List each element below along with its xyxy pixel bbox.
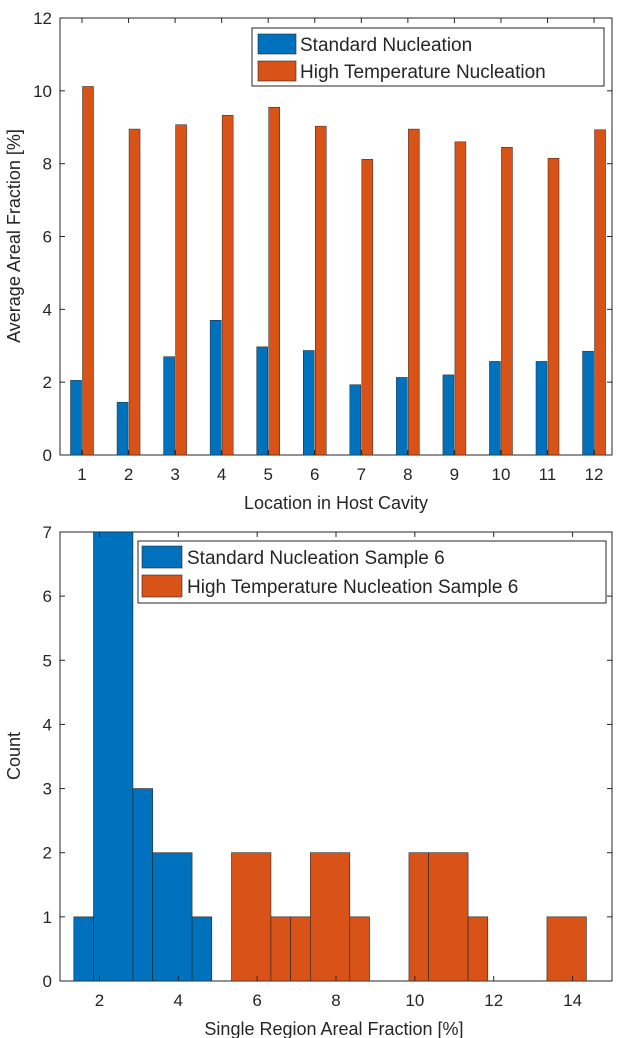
x-tick-label: 12 [484,991,503,1010]
hist-bar-high-temp-5 [408,852,429,982]
hist-bar-standard-3 [152,852,193,982]
bar-group [70,86,606,456]
bar-high-temp-2 [128,128,141,456]
bar-standard-7 [349,384,362,456]
y-tick-label: 5 [43,651,52,670]
bar-high-temp-10 [501,147,513,456]
bar-high-temp-7 [361,159,374,456]
bar-standard-1 [70,380,82,456]
hist-bar-high-temp-7 [467,916,489,982]
x-tick-label: 12 [585,465,604,484]
y-tick-label: 2 [43,844,52,863]
legend-swatch-standard [257,33,297,55]
x-tick-label: 2 [95,991,104,1010]
y-tick-label: 12 [33,9,52,28]
y-tick-label: 2 [43,373,52,392]
x-tick-label: 5 [263,465,272,484]
hist-bar-high-temp-4 [349,916,370,982]
y-tick-label: 0 [43,446,52,465]
legend-swatch-standard [141,545,183,569]
x-tick-label: 2 [124,465,133,484]
legend-swatch-high-temp [257,60,297,82]
hist-bar-standard-0 [73,916,94,982]
x-tick-label: 3 [170,465,179,484]
bar-high-temp-3 [175,124,187,456]
plot-area-frame [59,17,613,456]
bar-high-temp-1 [82,86,94,456]
bar-standard-10 [489,361,501,456]
x-tick-label: 6 [310,465,319,484]
bar-standard-12 [582,350,594,456]
x-tick-label: 8 [403,465,412,484]
legend: Standard Nucleation High Temperature Nuc… [251,27,605,87]
bar-standard-2 [116,401,129,456]
y-tick-label: 0 [43,972,52,991]
bar-high-temp-11 [547,157,560,456]
x-tick-label: 8 [331,991,340,1010]
legend-swatch-high-temp [141,574,183,598]
y-tick-label: 4 [43,715,52,734]
bar-standard-4 [209,320,222,456]
legend: Standard Nucleation Sample 6 High Temper… [137,540,607,604]
x-tick-label: 10 [491,465,510,484]
y-tick-label: 7 [43,523,52,542]
bar-high-temp-8 [408,128,420,456]
y-tick-label: 4 [43,300,52,319]
y-tick-label: 10 [33,82,52,101]
hist-bar-standard-4 [191,916,213,982]
hist-bar-high-temp-2 [290,916,311,982]
x-tick-label: 14 [563,991,582,1010]
x-tick-label: 7 [357,465,366,484]
y-tick-label: 3 [43,780,52,799]
bar-high-temp-9 [454,141,467,456]
legend-box [251,27,605,87]
bar-standard-5 [256,346,268,456]
hist-bar-high-temp-0 [231,852,272,982]
x-tick-label: 1 [77,465,86,484]
x-tick-label: 11 [539,465,557,484]
hist-bar-high-temp-1 [270,916,291,982]
y-tick-label: 8 [43,155,52,174]
x-tick-label: 4 [174,991,183,1010]
bar-high-temp-6 [315,125,327,456]
y-tick-label: 1 [43,908,52,927]
x-tick-label: 10 [405,991,424,1010]
y-axis-title: Count [4,732,24,780]
histogram-bars [73,531,587,982]
hist-bar-standard-1 [93,531,134,982]
hist-bar-high-temp-8 [546,916,587,982]
legend-label-high-temp: High Temperature Nucleation Sample 6 [187,577,518,598]
x-tick-label: 9 [450,465,459,484]
x-tick-label: 6 [252,991,261,1010]
bar-standard-6 [303,350,315,456]
bar-high-temp-12 [594,129,606,456]
y-axis-title: Average Areal Fraction [%] [4,129,24,343]
hist-bar-high-temp-3 [310,852,351,982]
legend-label-high-temp: High Temperature Nucleation [300,62,546,83]
x-tick-label: 4 [217,465,226,484]
bar-standard-9 [442,374,455,456]
x-axis-title: Single Region Areal Fraction [%] [204,1019,463,1038]
bar-high-temp-5 [268,106,280,456]
legend-label-standard: Standard Nucleation [300,35,472,56]
bar-standard-11 [535,361,548,456]
hist-bar-standard-2 [132,788,153,982]
bar-high-temp-4 [221,114,234,456]
legend-box [137,540,607,604]
y-tick-label: 6 [43,228,52,247]
bar-standard-3 [163,356,175,456]
bar-standard-8 [396,377,408,456]
x-axis-title: Location in Host Cavity [244,493,428,513]
y-tick-label: 6 [43,587,52,606]
hist-bar-high-temp-6 [428,852,469,982]
legend-label-standard: Standard Nucleation Sample 6 [187,548,445,569]
